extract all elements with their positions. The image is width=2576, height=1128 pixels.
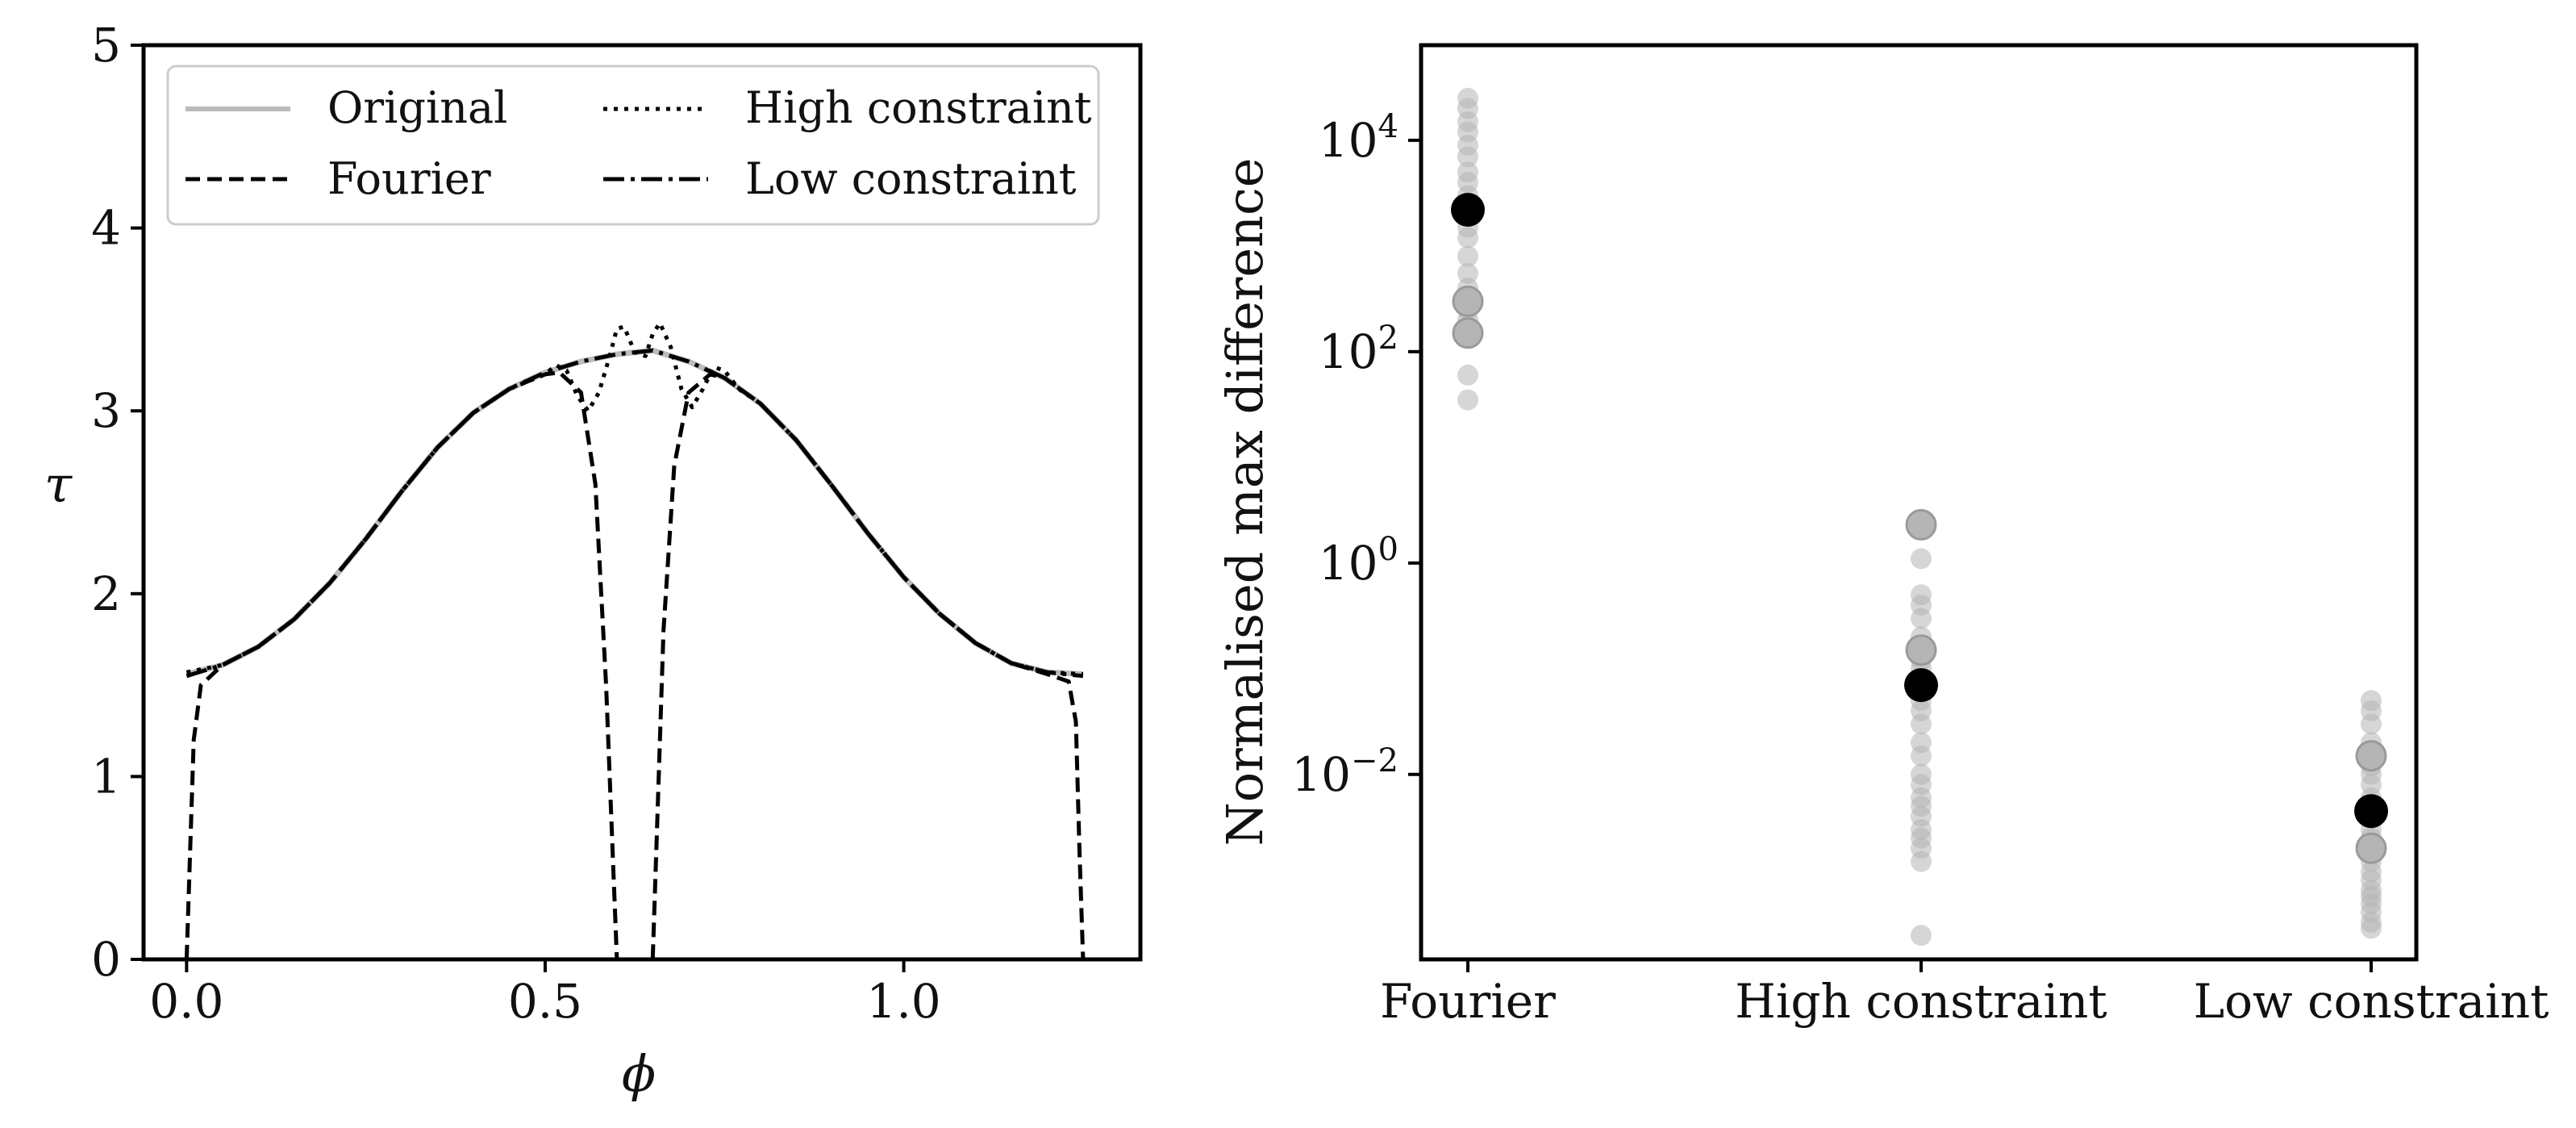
y-tick-label: 4 (91, 201, 121, 256)
legend-label-fourier: Fourier (327, 153, 491, 204)
data-point-highlight (1452, 317, 1484, 349)
right-y-axis-label: Normalised max difference (1215, 158, 1274, 846)
right-chart-points (1451, 87, 2388, 946)
y-tick-label: 5 (91, 18, 121, 73)
right-chart: Fourier High constraint Low constraint 10−… (1215, 43, 2549, 1029)
legend-label-original: Original (327, 82, 507, 133)
data-point-highlight (1905, 634, 1937, 666)
data-point-highlight (2355, 740, 2387, 772)
data-point-highlight (1905, 508, 1937, 541)
data-point (1457, 364, 1478, 386)
y-tick-label: 102 (1319, 320, 1398, 379)
x-tick-label: Low constraint (2194, 974, 2549, 1029)
left-x-axis-label: ϕ (622, 1044, 656, 1103)
data-point (1457, 389, 1478, 411)
right-y-ticks: 10−2 100 102 104 (1291, 108, 1421, 802)
data-point (2361, 713, 2382, 735)
left-y-axis-label: τ (44, 455, 73, 514)
x-tick-label: High constraint (1735, 974, 2107, 1029)
x-tick-label: 0.5 (508, 974, 582, 1029)
data-point-highlight (1452, 285, 1484, 317)
x-tick-label: Fourier (1380, 974, 1556, 1029)
legend: Original Fourier High constraint Low con… (166, 65, 1100, 226)
data-point (1911, 925, 1932, 946)
left-chart-lines (184, 320, 1086, 962)
data-point (1457, 146, 1478, 168)
right-chart-frame (1419, 43, 2419, 962)
data-point (2361, 917, 2382, 939)
y-tick-label: 104 (1319, 108, 1398, 168)
data-point (1911, 608, 1932, 629)
left-x-ticks: 0.0 0.5 1.0 (149, 959, 941, 1029)
legend-label-high-constraint: High constraint (745, 82, 1092, 133)
data-point (1457, 227, 1478, 249)
y-tick-label: 0 (91, 932, 121, 987)
series-line-original (185, 347, 1084, 677)
data-point (1457, 245, 1478, 267)
legend-box (166, 65, 1100, 226)
left-chart: 0.0 0.5 1.0 0 1 2 3 4 5 ϕ τ Original Fourier Hi… (44, 18, 1143, 1103)
x-tick-label: 0.0 (149, 974, 223, 1029)
data-point (1911, 850, 1932, 872)
y-tick-label: 1 (91, 749, 121, 804)
mean-point (1904, 668, 1938, 703)
right-x-ticks: Fourier High constraint Low constraint (1380, 959, 2549, 1029)
y-tick-label: 100 (1319, 531, 1398, 591)
x-tick-label: 1.0 (866, 974, 940, 1029)
y-tick-label: 2 (91, 566, 121, 621)
data-point (1457, 262, 1478, 284)
data-point (1911, 548, 1932, 570)
data-point (1911, 745, 1932, 767)
y-tick-label: 3 (91, 383, 121, 438)
data-point-highlight (2355, 832, 2387, 864)
series-line-low-constraint (185, 348, 1084, 679)
left-chart-frame (141, 43, 1143, 962)
legend-label-low-constraint: Low constraint (745, 153, 1077, 204)
series-line-fourier (184, 370, 1086, 962)
y-tick-label: 10−2 (1291, 742, 1398, 802)
left-y-ticks: 0 1 2 3 4 5 (91, 18, 144, 987)
mean-point (1451, 193, 1485, 227)
data-point (1911, 713, 1932, 735)
mean-point (2354, 794, 2388, 829)
